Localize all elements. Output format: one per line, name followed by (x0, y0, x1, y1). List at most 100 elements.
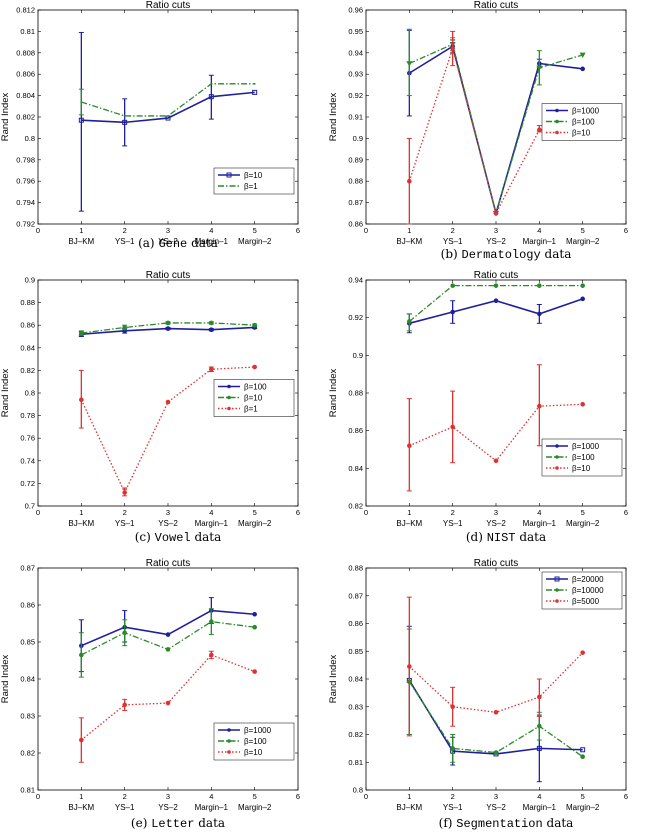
x-tick-label: 2 (451, 508, 455, 517)
y-tick-label: 0.7 (25, 502, 35, 511)
y-tick-label: 0.96 (348, 6, 363, 15)
data-point (407, 178, 412, 184)
x-tick-label: 5 (253, 792, 257, 801)
data-point (79, 652, 84, 658)
y-tick-label: 0.796 (16, 177, 35, 186)
y-tick-label: 0.84 (348, 675, 363, 684)
caption-prefix: (b) (441, 247, 462, 261)
x-tick-label: 3 (494, 226, 498, 235)
x-tick-label: 2 (123, 792, 127, 801)
x-tick-label: 3 (494, 508, 498, 517)
y-tick-label: 0.95 (348, 27, 363, 36)
y-tick-label: 0.82 (20, 366, 35, 375)
data-point (537, 694, 542, 700)
x-tick-label: 6 (296, 226, 300, 235)
y-tick-label: 0.85 (348, 647, 363, 656)
category-label: YS–1 (115, 519, 135, 528)
legend-label: β=10 (244, 748, 263, 757)
category-label: YS–1 (443, 237, 463, 246)
data-point (167, 115, 169, 117)
caption-prefix: (d) (466, 530, 487, 544)
y-tick-label: 0.88 (20, 298, 35, 307)
data-point (165, 700, 171, 706)
y-tick-label: 0.85 (20, 638, 35, 647)
y-tick-label: 0.83 (20, 712, 35, 721)
data-point (450, 309, 455, 315)
y-tick-label: 0.794 (16, 198, 35, 207)
y-axis-label: Rand Index (328, 368, 339, 417)
caption: (e) Letter data (131, 816, 225, 831)
data-point (165, 326, 171, 331)
y-tick-label: 0.84 (20, 675, 35, 684)
x-tick-label: 6 (624, 508, 628, 517)
data-point (450, 746, 455, 751)
y-tick-label: 0.86 (348, 426, 363, 435)
y-tick-label: 0.9 (353, 351, 363, 360)
y-tick-label: 0.8 (353, 786, 363, 795)
x-tick-label: 0 (36, 508, 40, 517)
legend-box (213, 722, 295, 761)
legend-marker (555, 119, 559, 124)
data-point (79, 330, 84, 336)
x-tick-label: 5 (253, 508, 257, 517)
series-2 (406, 283, 585, 332)
data-point (537, 127, 542, 133)
data-point (122, 702, 127, 708)
data-point (493, 211, 499, 216)
data-point (536, 65, 543, 71)
x-tick-label: 4 (209, 226, 213, 235)
y-tick-label: 0.94 (348, 48, 363, 57)
x-tick-label: 1 (79, 226, 83, 235)
legend-marker (227, 739, 231, 743)
y-tick-label: 0.74 (20, 456, 35, 465)
x-tick-label: 6 (624, 226, 628, 235)
data-point (122, 119, 128, 125)
legend: β=10 β=1 (213, 167, 295, 195)
data-point (450, 46, 455, 51)
x-tick-label: 2 (123, 226, 127, 235)
data-point (122, 490, 127, 495)
y-tick-label: 0.92 (348, 91, 363, 100)
legend: β=20000 β=10000 β=5000 (541, 571, 623, 610)
data-point (208, 94, 214, 100)
legend-label: β=1 (244, 405, 258, 414)
caption-suffix: data (516, 530, 547, 544)
y-tick-label: 0.81 (348, 758, 363, 767)
chart-panel-a: Ratio cuts Rand Index 0.792 0.794 0.796 0.798… (0, 0, 300, 251)
data-point (407, 319, 412, 324)
series-1 (78, 31, 258, 212)
caption-prefix: (f) (439, 816, 457, 830)
category-label: YS–1 (443, 803, 463, 812)
caption-prefix: (c) (135, 530, 155, 544)
data-point (537, 723, 542, 729)
caption-prefix: (e) (131, 816, 151, 830)
legend-box (213, 167, 295, 195)
series-2 (78, 82, 256, 117)
data-point (210, 82, 213, 85)
chart-title: Ratio cuts (474, 270, 518, 281)
category-label: BJ–KM (396, 803, 422, 812)
chart-title: Ratio cuts (146, 558, 190, 569)
caption-name: Segmentation (456, 817, 542, 831)
caption-suffix: data (543, 816, 574, 830)
data-point (493, 458, 499, 464)
series-3 (78, 650, 257, 763)
caption-name: Vowel (155, 531, 191, 545)
data-point (580, 66, 585, 72)
y-tick-label: 0.89 (348, 155, 363, 164)
chart-title: Ratio cuts (474, 558, 518, 569)
y-tick-label: 0.9 (353, 134, 363, 143)
series-2 (78, 608, 257, 678)
data-point (450, 424, 455, 430)
legend-label: β=1000 (244, 726, 272, 735)
category-label: BJ–KM (68, 803, 94, 812)
x-tick-label: 4 (537, 226, 541, 235)
series-3 (406, 596, 585, 737)
legend-marker (555, 588, 559, 592)
legend-label: β=10000 (572, 586, 604, 595)
x-tick-label: 1 (407, 226, 411, 235)
category-label: YS–2 (158, 803, 178, 812)
data-point (253, 82, 256, 85)
y-tick-label: 0.82 (348, 502, 363, 511)
